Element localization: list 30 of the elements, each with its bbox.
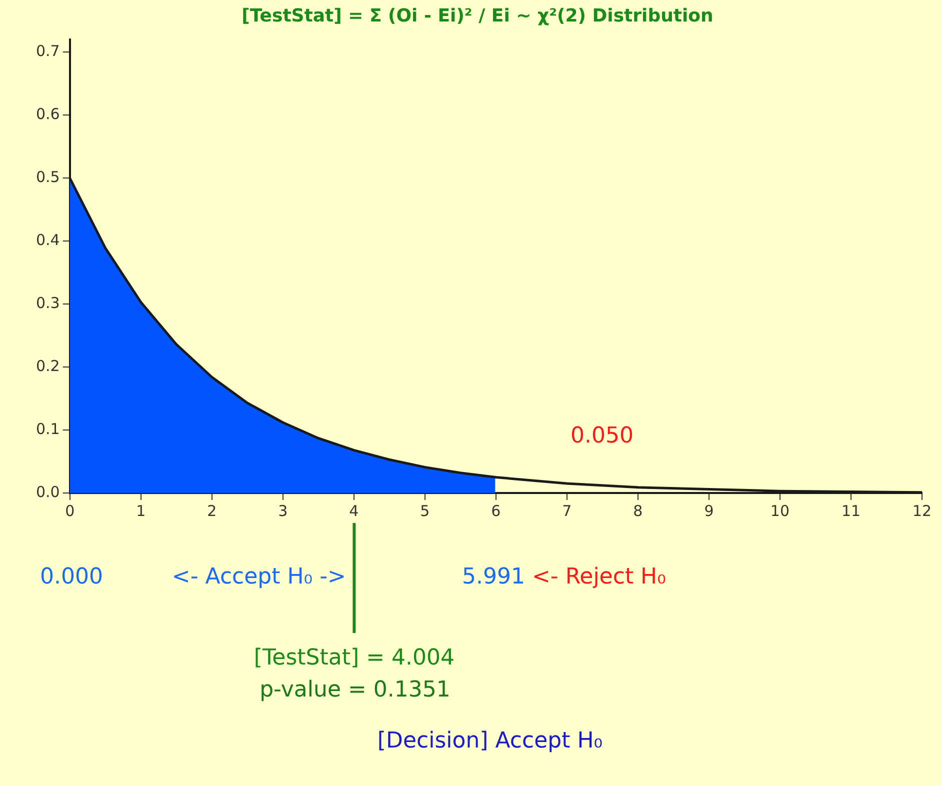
x-tick-label: 5 — [420, 502, 430, 520]
text: p-value = 0.1351 — [260, 678, 450, 703]
y-tick-label: 0.2 — [36, 356, 60, 375]
x-tick-label: 0 — [65, 502, 75, 520]
annotation: 0.050 — [570, 424, 634, 449]
text: <- Reject H₀ — [532, 564, 666, 590]
x-tick-label: 11 — [841, 502, 861, 520]
y-tick-label: 0.3 — [36, 294, 60, 312]
text: <- Accept H₀ -> — [172, 564, 346, 590]
x-tick-label: 9 — [704, 502, 714, 520]
y-tick-label: 0.6 — [36, 105, 60, 124]
x-tick-label: 1 — [136, 502, 146, 520]
text: 5.991 — [462, 564, 525, 590]
x-tick-label: 4 — [349, 502, 359, 520]
x-tick-label: 12 — [912, 502, 932, 520]
y-tick-label: 0.1 — [36, 420, 60, 438]
chart-title: [TestStat] = Σ (Oi - Ei)² / Ei ~ χ²(2) Distribution — [242, 5, 714, 26]
ref-line-label: [TestStat] = 4.004 — [254, 646, 454, 671]
x-tick-label: 6 — [491, 502, 501, 520]
y-tick-label: 0.7 — [36, 42, 60, 60]
y-tick-label: 0.0 — [36, 482, 60, 501]
x-tick-label: 2 — [207, 502, 217, 520]
y-tick-label: 0.4 — [36, 231, 60, 249]
x-tick-label: 7 — [562, 502, 572, 520]
x-tick-label: 10 — [770, 502, 790, 520]
x-tick-label: 3 — [278, 502, 288, 520]
text: 0.000 — [40, 564, 103, 590]
y-tick-label: 0.5 — [36, 168, 60, 186]
text: [Decision] Accept H₀ — [377, 728, 603, 754]
x-tick-label: 8 — [633, 502, 643, 520]
